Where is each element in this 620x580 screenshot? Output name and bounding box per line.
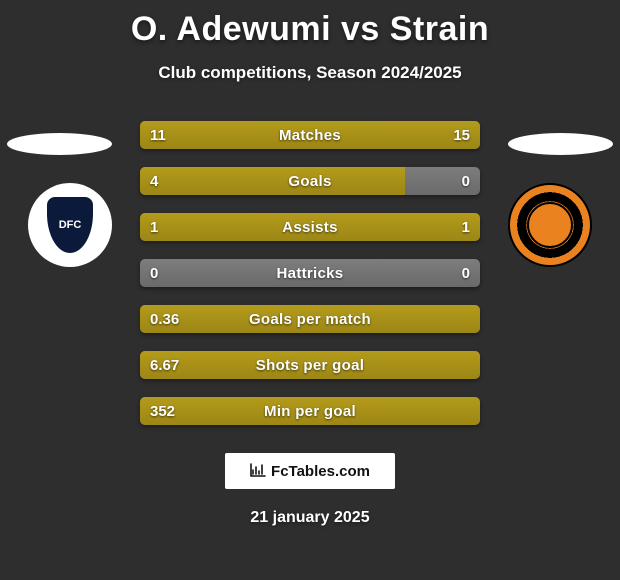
comparison-chart: DFC Matches1115Goals40Assists11Hattricks… [0,111,620,431]
stat-label: Min per goal [140,397,480,425]
stat-row: Min per goal352 [140,397,480,425]
stat-value-left: 0 [150,259,158,287]
left-club-badge: DFC [28,183,112,267]
stat-row: Assists1 1 [140,213,480,241]
stat-row: Goals per match0.36 [140,305,480,333]
stat-value-left: 4 [150,167,158,195]
stat-value-left: 11 [150,121,166,149]
stat-value-right: 15 [453,121,470,149]
stat-label: Assists [140,213,480,241]
page-subtitle: Club competitions, Season 2024/2025 [0,63,620,83]
stat-value-left: 352 [150,397,175,425]
stat-label: Matches [140,121,480,149]
stat-label: Goals [140,167,480,195]
stat-row: Matches11 15 [140,121,480,149]
stat-value-left: 6.67 [150,351,179,379]
brand-logo: FcTables.com [225,453,395,489]
left-ellipse-decor [7,133,112,155]
stat-row: Shots per goal6.67 [140,351,480,379]
stat-value-left: 1 [150,213,158,241]
badge-text: DFC [59,219,82,231]
brand-text: FcTables.com [271,463,370,480]
stat-row: Hattricks0 0 [140,259,480,287]
chart-icon [250,463,266,480]
badge-inner [527,202,573,248]
page-title: O. Adewumi vs Strain [0,0,620,49]
stat-row: Goals4 0 [140,167,480,195]
stat-value-right: 0 [462,259,470,287]
stat-label: Hattricks [140,259,480,287]
footer-date: 21 january 2025 [0,509,620,527]
stat-value-right: 1 [462,213,470,241]
stat-label: Shots per goal [140,351,480,379]
stat-bars-container: Matches1115Goals40Assists11Hattricks00Go… [140,121,480,443]
stat-value-left: 0.36 [150,305,179,333]
stat-value-right: 0 [462,167,470,195]
stat-label: Goals per match [140,305,480,333]
shield-icon: DFC [47,197,93,253]
right-ellipse-decor [508,133,613,155]
right-club-badge [508,183,592,267]
